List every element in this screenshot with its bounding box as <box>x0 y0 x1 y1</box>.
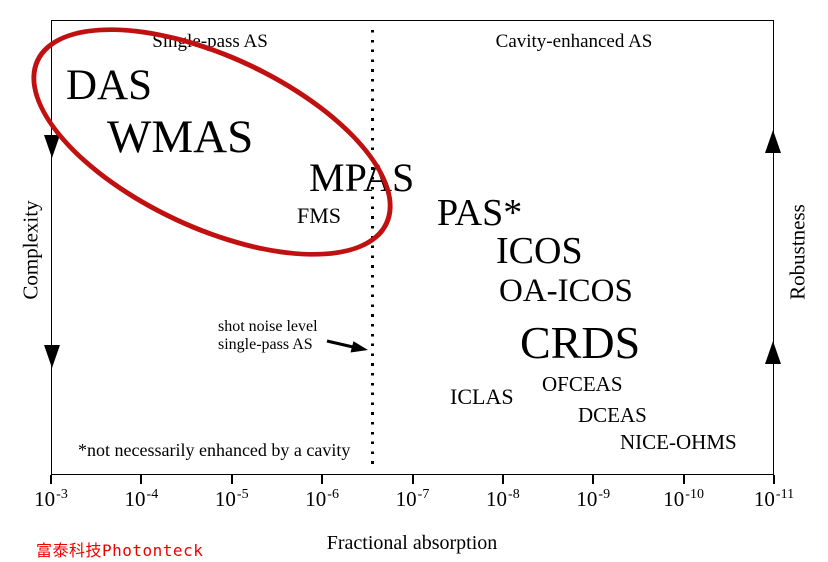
technique-label-fms: FMS <box>297 203 342 228</box>
x-axis-tick-label: 10-8 <box>486 487 520 511</box>
region-header-single-pass: Single-pass AS <box>152 31 268 52</box>
technique-label-wmas: WMAS <box>107 111 254 163</box>
technique-label-dceas: DCEAS <box>578 403 647 427</box>
technique-label-pas: PAS* <box>437 192 523 234</box>
robustness-arrow-up-icon <box>765 130 781 153</box>
shot-noise-annotation-line1: shot noise level <box>218 318 318 335</box>
technique-label-ofceas: OFCEAS <box>542 372 623 396</box>
x-axis-tick <box>230 475 233 484</box>
x-axis-tick <box>321 475 324 484</box>
robustness-axis-label: Robustness <box>785 204 810 300</box>
shot-noise-annotation-line2: single-pass AS <box>218 335 313 353</box>
x-axis-tick-label: 10-9 <box>576 487 611 511</box>
x-axis-title: Fractional absorption <box>326 532 498 554</box>
complexity-arrow-down-icon <box>44 345 60 368</box>
technique-label-crds: CRDS <box>520 317 641 368</box>
region-header-cavity-enhanced: Cavity-enhanced AS <box>495 31 653 52</box>
technique-label-nice-ohms: NICE-OHMS <box>620 430 737 454</box>
x-axis-tick-label: 10-5 <box>214 487 249 511</box>
technique-label-iclas: ICLAS <box>450 384 514 409</box>
shot-noise-annotation: shot noise level single-pass AS <box>218 318 318 353</box>
x-axis-tick-label: 10-11 <box>753 487 795 511</box>
x-axis-tick <box>773 475 775 484</box>
technique-label-mpas: MPAS <box>309 155 415 200</box>
watermark: 富泰科技Photonteck <box>36 541 204 560</box>
x-axis-tick-label: 10-4 <box>124 487 159 511</box>
complexity-axis-label: Complexity <box>18 200 43 300</box>
technique-label-icos: ICOS <box>496 230 583 272</box>
x-axis-tick <box>592 475 595 484</box>
robustness-arrow-up-icon <box>765 341 781 364</box>
plot-frame <box>51 20 774 475</box>
x-axis-tick-label: 10-10 <box>663 487 704 511</box>
x-axis-tick-label: 10-7 <box>395 487 430 511</box>
x-axis-tick <box>501 475 504 484</box>
x-axis-tick <box>682 475 685 484</box>
technique-label-das: DAS <box>66 62 153 109</box>
x-axis-tick-label: 10-6 <box>305 487 339 511</box>
x-axis-tick-label: 10-3 <box>34 487 68 511</box>
shot-noise-arrow-icon <box>326 339 368 353</box>
technique-label-oa-icos: OA-ICOS <box>499 273 633 309</box>
x-axis-tick <box>140 475 143 484</box>
x-axis-tick <box>411 475 414 484</box>
footnote: *not necessarily enhanced by a cavity <box>78 440 351 460</box>
complexity-arrow-down-icon <box>44 135 60 158</box>
shot-noise-divider-dotted-line <box>371 30 374 471</box>
x-axis-tick <box>50 475 52 484</box>
